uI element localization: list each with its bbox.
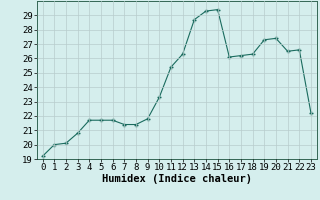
X-axis label: Humidex (Indice chaleur): Humidex (Indice chaleur) — [102, 174, 252, 184]
